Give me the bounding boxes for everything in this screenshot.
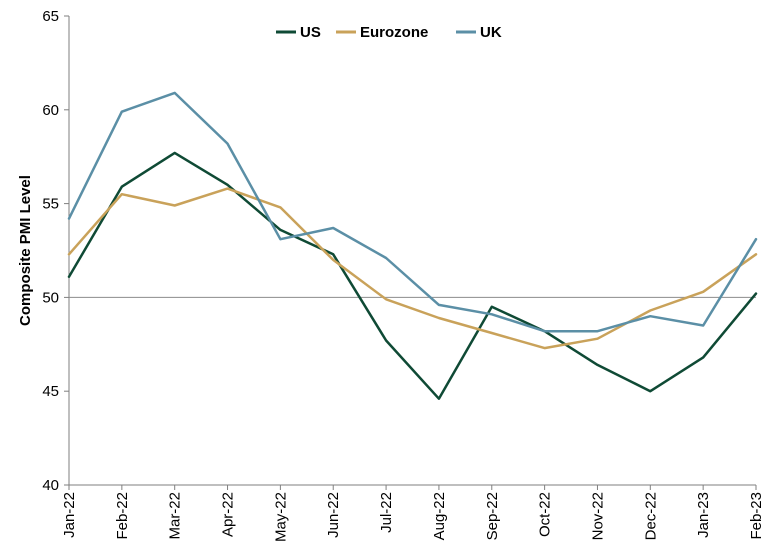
legend-label-uk: UK <box>480 24 502 41</box>
x-tick-label: Jan-22 <box>61 492 78 538</box>
x-tick-label: Mar-22 <box>167 492 184 540</box>
y-tick-label: 50 <box>42 289 59 306</box>
legend-label-eurozone: Eurozone <box>360 24 428 41</box>
y-tick-label: 60 <box>42 102 59 119</box>
x-tick-label: Jan-23 <box>695 492 712 538</box>
y-tick-label: 65 <box>42 8 59 25</box>
x-tick-label: Oct-22 <box>537 492 554 537</box>
x-tick-label: Sep-22 <box>484 492 501 540</box>
x-tick-label: Apr-22 <box>220 492 237 537</box>
x-tick-label: Feb-22 <box>114 492 131 540</box>
x-tick-label: Aug-22 <box>431 492 448 540</box>
y-tick-label: 45 <box>42 383 59 400</box>
x-tick-label: Jul-22 <box>378 492 395 533</box>
x-tick-label: Nov-22 <box>589 492 606 540</box>
legend-label-us: US <box>300 24 321 41</box>
x-tick-label: Feb-23 <box>748 492 765 540</box>
x-tick-label: May-22 <box>272 492 289 542</box>
y-axis-title: Composite PMI Level <box>17 175 34 326</box>
x-tick-label: Dec-22 <box>642 492 659 540</box>
x-tick-label: Jun-22 <box>325 492 342 538</box>
series-line-eurozone <box>67 187 758 350</box>
series-line-uk <box>67 91 758 333</box>
y-tick-label: 40 <box>42 477 59 494</box>
y-tick-label: 55 <box>42 196 59 213</box>
series-line-us <box>67 151 758 400</box>
